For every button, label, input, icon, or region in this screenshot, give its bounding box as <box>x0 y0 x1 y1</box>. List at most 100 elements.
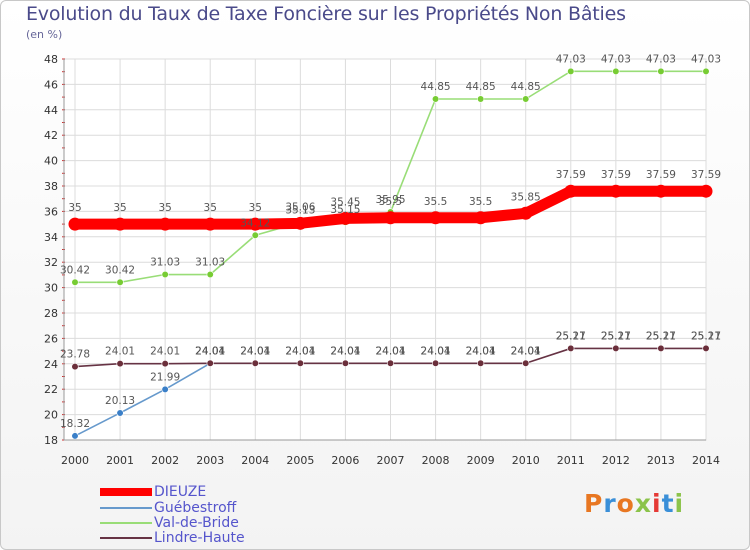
y-tick-label: 30 <box>44 282 58 295</box>
y-tick-label: 26 <box>44 332 58 345</box>
data-label-val-de-bride: 35.13 <box>285 204 315 216</box>
data-label-val-de-bride: 44.85 <box>466 81 496 93</box>
data-point-dieuze <box>248 217 262 231</box>
logo-letter: o <box>616 489 635 518</box>
x-tick-label: 2005 <box>286 454 314 467</box>
x-tick-label: 2004 <box>241 454 269 467</box>
data-label-val-de-bride: 30.42 <box>105 264 135 276</box>
data-point-lindre-haute <box>161 360 169 368</box>
data-point-val-de-bride <box>657 67 665 75</box>
data-label-guebestroff: 25.17 <box>556 330 586 342</box>
x-tick-label: 2009 <box>467 454 495 467</box>
y-tick-label: 46 <box>44 78 58 91</box>
data-label-guebestroff: 25.17 <box>646 330 676 342</box>
data-point-val-de-bride <box>251 231 259 239</box>
data-label-lindre-haute: 24.04 <box>195 345 225 357</box>
logo-letter: P <box>584 489 604 518</box>
data-label-lindre-haute: 25.21 <box>691 330 721 342</box>
data-point-lindre-haute <box>657 344 665 353</box>
data-label-dieuze: 35.5 <box>469 196 492 208</box>
data-label-lindre-haute: 25.21 <box>556 330 586 342</box>
data-label-dieuze: 35 <box>68 202 81 214</box>
x-tick-label: 2000 <box>61 454 89 467</box>
data-point-val-de-bride <box>71 278 79 286</box>
data-label-lindre-haute: 24.04 <box>285 345 315 357</box>
data-label-val-de-bride: 31.03 <box>195 257 225 269</box>
data-label-val-de-bride: 44.85 <box>421 81 451 93</box>
data-label-val-de-bride: 47.03 <box>691 53 721 65</box>
data-point-lindre-haute <box>567 344 575 353</box>
data-point-dieuze <box>609 184 623 198</box>
legend-swatch-dieuze <box>100 488 152 496</box>
data-point-dieuze <box>113 217 127 231</box>
data-label-dieuze: 37.59 <box>691 169 721 181</box>
data-point-dieuze <box>429 211 443 225</box>
y-tick-label: 18 <box>44 434 58 447</box>
x-tick-label: 2003 <box>196 454 224 467</box>
data-label-dieuze: 35 <box>113 202 126 214</box>
legend-label-lindre-haute: Lindre-Haute <box>154 530 245 546</box>
legend-label-val-de-bride: Val-de-Bride <box>154 515 239 531</box>
data-label-dieuze: 35 <box>204 202 217 214</box>
data-label-val-de-bride: 47.03 <box>601 53 631 65</box>
y-tick-label: 22 <box>44 383 58 396</box>
series-line-guebestroff <box>74 362 212 437</box>
logo-letter: i <box>652 489 662 518</box>
data-label-val-de-bride: 47.03 <box>646 53 676 65</box>
x-tick-label: 2002 <box>151 454 179 467</box>
x-tick-label: 2001 <box>106 454 134 467</box>
data-point-dieuze <box>474 211 488 225</box>
data-point-val-de-bride <box>567 67 575 75</box>
logo-letter: t <box>661 489 675 518</box>
data-label-val-de-bride: 31.03 <box>150 257 180 269</box>
data-point-lindre-haute <box>296 359 304 367</box>
data-point-lindre-haute <box>341 359 350 367</box>
logo-letter: i <box>674 489 685 518</box>
x-tick-label: 2008 <box>422 454 450 467</box>
data-label-lindre-haute: 24.04 <box>511 345 541 357</box>
data-point-dieuze <box>293 216 307 230</box>
legend-swatch-lindre-haute <box>100 537 152 539</box>
y-tick-label: 42 <box>44 129 58 142</box>
data-label-val-de-bride: 47.03 <box>556 53 586 65</box>
data-label-dieuze: 35.06 <box>285 201 315 213</box>
data-label-dieuze: 37.59 <box>601 169 631 181</box>
y-tick-label: 34 <box>44 231 58 244</box>
data-label-guebestroff: 24.01 <box>421 345 451 357</box>
legend-label-guebestroff: Guébestroff <box>154 500 237 516</box>
data-label-guebestroff: 24.01 <box>375 345 405 357</box>
data-label-guebestroff: 24.04 <box>195 345 225 357</box>
data-point-dieuze <box>384 211 397 225</box>
legend-label-dieuze: DIEUZE <box>154 484 207 500</box>
x-tick-label: 2007 <box>377 454 405 467</box>
data-label-guebestroff: 18.32 <box>60 418 90 430</box>
data-point-val-de-bride <box>522 95 530 103</box>
logo-letter: x <box>634 489 652 518</box>
y-tick-label: 40 <box>44 155 58 168</box>
data-point-val-de-bride <box>702 67 710 75</box>
data-point-dieuze <box>564 184 578 198</box>
data-label-guebestroff: 24.01 <box>330 345 360 357</box>
data-label-lindre-haute: 24.01 <box>150 346 180 358</box>
logo-letter: r <box>603 489 617 518</box>
data-label-val-de-bride: 30.42 <box>60 264 90 276</box>
data-label-val-de-bride: 44.85 <box>511 81 541 93</box>
data-point-dieuze <box>654 184 668 198</box>
data-point-dieuze <box>519 206 533 220</box>
data-label-lindre-haute: 24.04 <box>240 345 270 357</box>
chart-title: Evolution du Taux de Taxe Foncière sur l… <box>26 3 626 25</box>
x-tick-label: 2010 <box>512 454 540 467</box>
data-point-lindre-haute <box>386 359 395 367</box>
legend-swatch-val-de-bride <box>100 522 152 524</box>
data-label-lindre-haute: 24.04 <box>375 345 405 357</box>
y-tick-label: 24 <box>44 358 58 371</box>
data-point-lindre-haute <box>116 360 124 368</box>
data-label-val-de-bride: 34.12 <box>240 217 270 229</box>
y-tick-label: 36 <box>44 205 58 218</box>
data-point-lindre-haute <box>702 344 710 353</box>
data-point-lindre-haute <box>71 362 79 371</box>
y-tick-label: 44 <box>44 104 58 117</box>
data-label-guebestroff: 24.01 <box>466 345 496 357</box>
y-tick-label: 32 <box>44 256 58 269</box>
x-tick-label: 2013 <box>647 454 675 467</box>
